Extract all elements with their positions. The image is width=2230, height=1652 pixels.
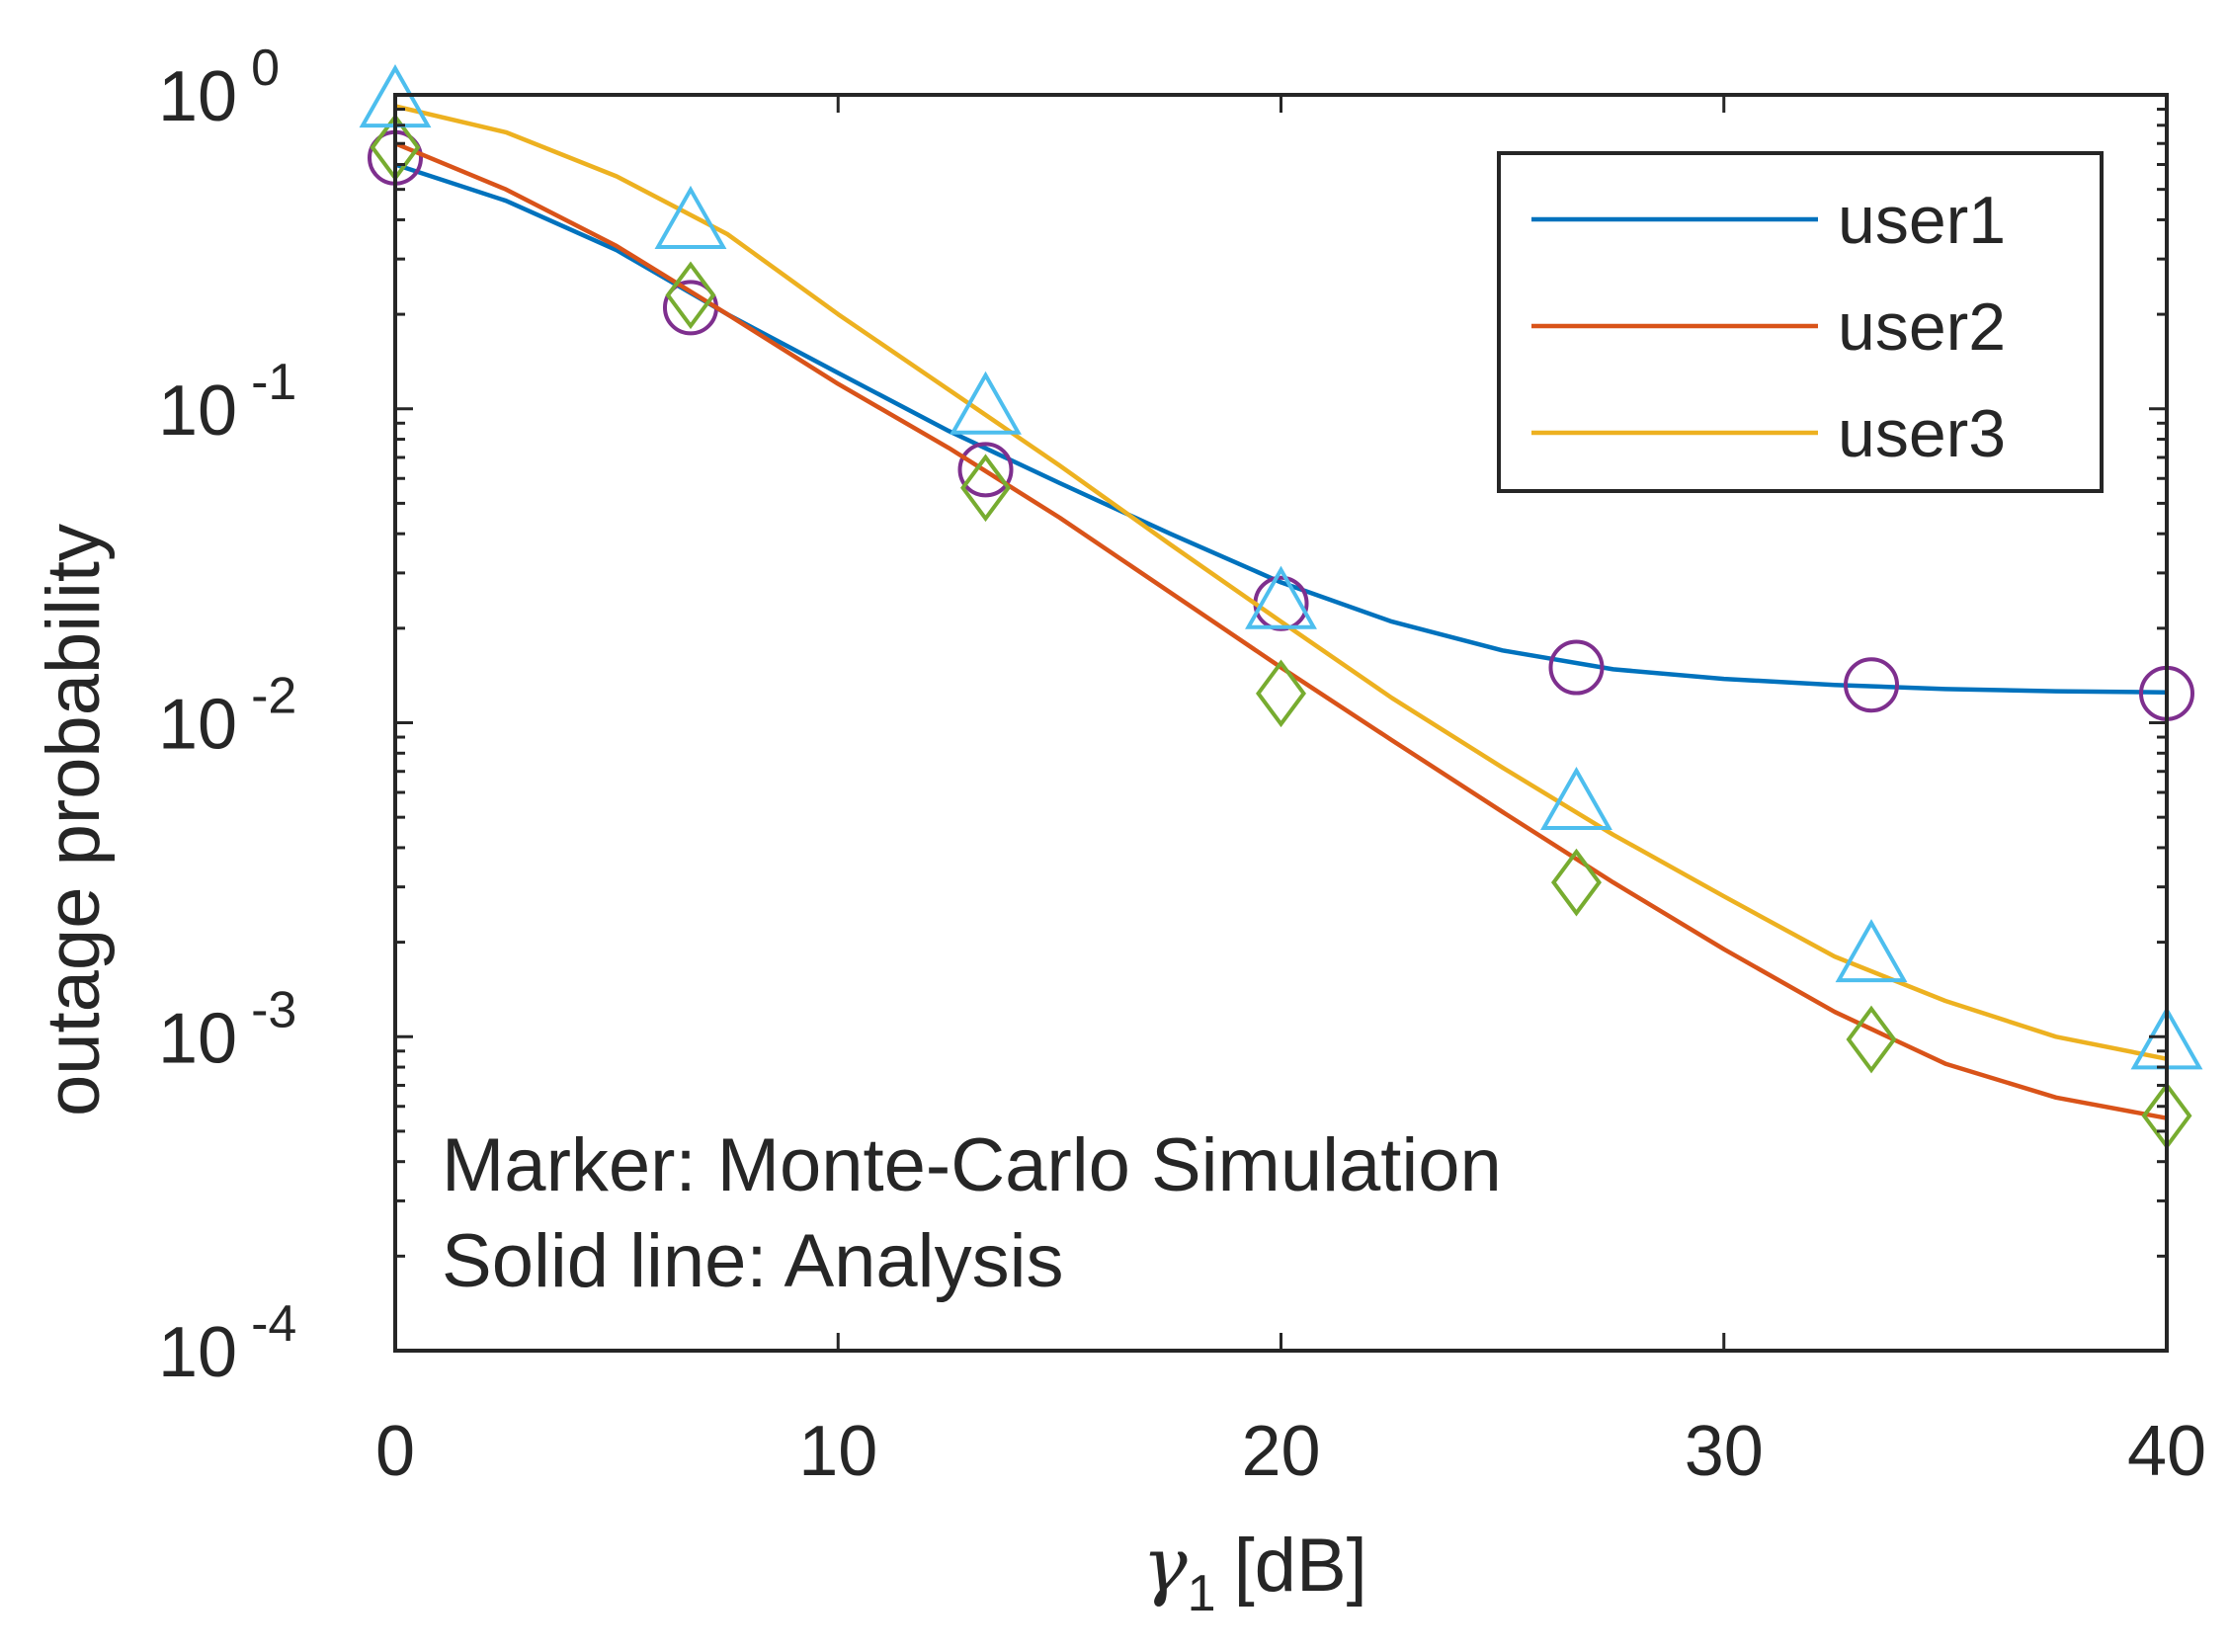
marker-user1-5 xyxy=(1844,657,1900,713)
x-tick-label: 0 xyxy=(375,1412,415,1491)
marker-user3-1 xyxy=(654,185,727,249)
series-user2 xyxy=(370,113,2192,1150)
y-tick-base: 10 xyxy=(158,57,237,136)
y-tick-exponent: -3 xyxy=(251,981,296,1038)
x-tick-label: 40 xyxy=(2127,1412,2206,1491)
y-tick-label: 10 -2 xyxy=(158,668,296,765)
marker-user3-4 xyxy=(1540,766,1612,830)
y-tick-exponent: -1 xyxy=(251,354,296,411)
legend: user1 user2 user3 xyxy=(1497,151,2104,493)
y-tick-exponent: -4 xyxy=(251,1295,296,1353)
marker-user3-5 xyxy=(1835,919,1908,983)
x-tick-label: 30 xyxy=(1685,1412,1764,1491)
series-layer xyxy=(359,64,2203,1150)
annotation-marker-note: Marker: Monte-Carlo Simulation xyxy=(442,1123,1502,1207)
marker-user1-2 xyxy=(957,442,1014,498)
y-tick-base: 10 xyxy=(158,1313,237,1392)
y-tick-base: 10 xyxy=(158,999,237,1078)
marker-user2-4 xyxy=(1550,848,1602,917)
marker-user2-3 xyxy=(1256,659,1306,728)
series-user3 xyxy=(359,64,2203,1070)
legend-item-user2: user2 xyxy=(1531,289,2006,365)
x-axis-label-symbol: γ xyxy=(1142,1521,1188,1609)
y-axis-label: outage probability xyxy=(32,524,116,1116)
marker-user1-4 xyxy=(1548,639,1605,696)
marker-user2-5 xyxy=(1846,1005,1897,1074)
series-line-user3 xyxy=(394,104,2168,1061)
legend-box xyxy=(1497,151,2104,493)
y-tick-base: 10 xyxy=(158,372,237,451)
legend-label-user1: user1 xyxy=(1838,183,2006,258)
legend-label-user3: user3 xyxy=(1838,396,2006,471)
marker-user2-1 xyxy=(665,261,716,330)
legend-label-user2: user2 xyxy=(1838,289,2006,365)
y-tick-base: 10 xyxy=(158,686,237,765)
y-tick-label: 10 -3 xyxy=(158,981,296,1078)
marker-user2-2 xyxy=(960,454,1012,523)
legend-item-user3: user3 xyxy=(1531,396,2006,471)
x-axis-label: γ1 [dB] xyxy=(1142,1521,1367,1622)
y-tick-label: 10 -4 xyxy=(158,1295,296,1392)
series-line-user2 xyxy=(394,141,2168,1120)
y-tick-label: 10 0 xyxy=(158,40,280,136)
marker-user3-2 xyxy=(950,371,1022,435)
y-tick-label: 10 -1 xyxy=(158,354,296,451)
x-axis-label-subscript: 1 xyxy=(1188,1565,1216,1622)
y-tick-exponent: 0 xyxy=(251,40,280,97)
marker-user3-3 xyxy=(1245,565,1317,629)
annotation-line-note: Solid line: Analysis xyxy=(442,1219,1063,1303)
x-tick-label: 10 xyxy=(798,1412,877,1491)
legend-item-user1: user1 xyxy=(1531,183,2006,258)
x-axis-label-unit: [dB] xyxy=(1234,1524,1367,1608)
x-tick-label: 20 xyxy=(1241,1412,1320,1491)
y-tick-exponent: -2 xyxy=(251,668,296,725)
